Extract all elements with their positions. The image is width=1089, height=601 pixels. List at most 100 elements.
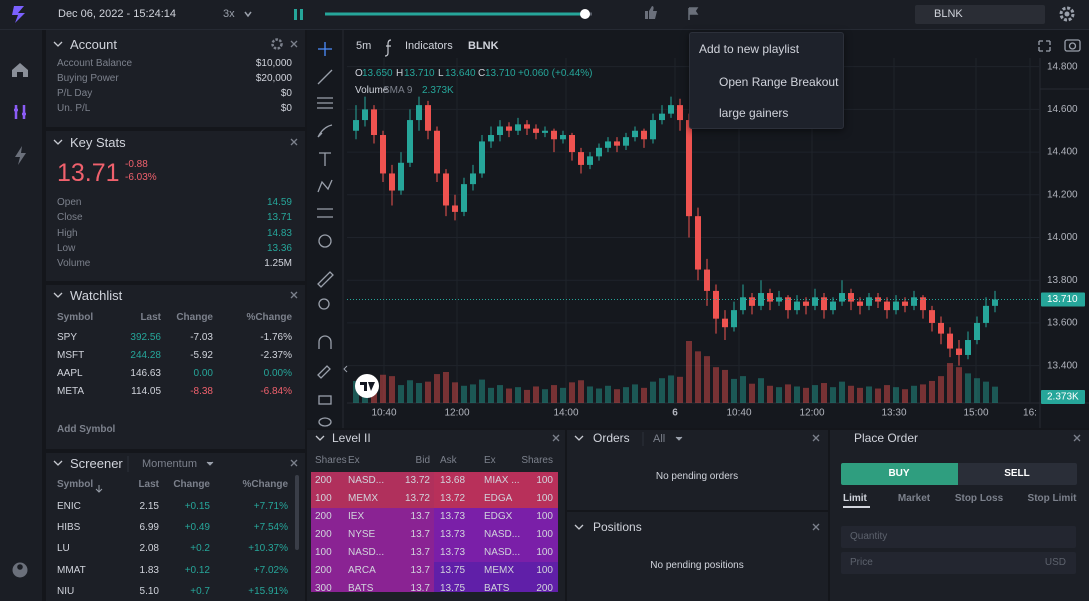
label[interactable]: MMAT xyxy=(57,565,86,576)
interval-button[interactable]: 5m xyxy=(356,39,372,52)
label[interactable]: ENIC xyxy=(57,501,81,512)
app-logo[interactable] xyxy=(12,6,25,23)
close-icon[interactable] xyxy=(812,523,820,531)
input-placeholder: Quantity xyxy=(850,531,888,542)
axes: 14.800 14.600 14.400 14.200 14.000 13.800 13.6… xyxy=(347,61,1085,419)
buy-label[interactable]: BUY xyxy=(888,468,910,479)
trendline-tool[interactable] xyxy=(317,69,333,85)
sort-arrow[interactable] xyxy=(95,485,103,493)
label: -8.38 xyxy=(190,386,213,397)
symbol-search[interactable] xyxy=(915,5,1045,24)
sell-label[interactable]: SELL xyxy=(1004,468,1030,479)
collapse-chevron[interactable] xyxy=(53,292,63,298)
close-icon[interactable] xyxy=(290,459,298,467)
fib-tool[interactable] xyxy=(317,97,333,109)
buy-button[interactable] xyxy=(841,463,958,485)
panel-title: Screener xyxy=(70,455,123,471)
close-icon[interactable] xyxy=(290,291,298,299)
label: High xyxy=(57,228,78,239)
book-cell: NASD... xyxy=(484,547,521,558)
symbol-input[interactable]: BLNK xyxy=(934,7,963,20)
ruler-tool[interactable] xyxy=(317,271,334,288)
close-icon[interactable] xyxy=(1073,434,1081,442)
home-icon[interactable] xyxy=(12,63,28,77)
add-symbol[interactable]: Add Symbol xyxy=(57,424,116,435)
preset-caret[interactable] xyxy=(206,461,214,466)
close-icon[interactable] xyxy=(812,434,820,442)
speed-select[interactable]: 3x xyxy=(223,7,235,20)
collapse-arrow[interactable] xyxy=(343,365,348,373)
collapse-chevron[interactable] xyxy=(315,435,325,441)
volume-bar xyxy=(668,375,674,403)
settings-icon[interactable] xyxy=(1059,6,1075,22)
label[interactable]: MSFT xyxy=(57,350,85,361)
label[interactable]: LU xyxy=(57,543,70,554)
book-cell: 200 xyxy=(536,583,553,592)
crosshair-tool[interactable] xyxy=(318,42,332,56)
collapse-chevron[interactable] xyxy=(574,524,584,530)
measure-tool[interactable] xyxy=(317,208,333,218)
brush-tool[interactable] xyxy=(317,124,333,138)
book-cell: 100 xyxy=(536,511,553,522)
order-type-tab[interactable]: Market xyxy=(897,493,931,504)
indicators-button[interactable]: Indicators xyxy=(405,39,453,52)
eye-tool[interactable] xyxy=(318,417,332,427)
playlist-option[interactable]: Open Range Breakout xyxy=(719,75,839,89)
lock-draw-tool[interactable] xyxy=(317,365,331,379)
label[interactable]: META xyxy=(57,386,85,397)
emoji-tool[interactable] xyxy=(318,234,332,248)
snapshot-icon[interactable] xyxy=(1064,39,1081,52)
user-icon[interactable] xyxy=(12,562,28,578)
sliders-icon[interactable] xyxy=(14,105,26,119)
filter-caret[interactable] xyxy=(675,436,683,441)
zoom-tool[interactable] xyxy=(318,298,330,310)
label: Close xyxy=(57,212,83,223)
quantity-input[interactable] xyxy=(841,526,1076,548)
flag-icon[interactable] xyxy=(688,7,699,20)
price-input[interactable] xyxy=(841,552,1076,574)
label[interactable]: SPY xyxy=(57,332,78,343)
pattern-tool[interactable] xyxy=(317,179,333,193)
preset-select[interactable]: Momentum xyxy=(142,457,198,470)
bolt-icon[interactable] xyxy=(15,146,26,165)
fx-icon[interactable] xyxy=(384,39,392,57)
close-icon[interactable] xyxy=(290,138,298,146)
volume-bar xyxy=(713,367,719,403)
order-type-tab[interactable]: Stop Loss xyxy=(954,493,1004,504)
order-type-tab[interactable]: Stop Limit xyxy=(1027,493,1077,504)
magnet-tool[interactable] xyxy=(318,335,332,349)
label: +0.12 xyxy=(184,565,210,576)
order-type-tab[interactable]: Limit xyxy=(843,493,867,504)
collapse-chevron[interactable] xyxy=(53,139,63,145)
pause-bar[interactable] xyxy=(300,9,303,20)
candle-body xyxy=(434,130,440,174)
close-icon[interactable] xyxy=(290,40,298,48)
close-icon[interactable] xyxy=(552,434,560,442)
candle-body xyxy=(623,137,629,146)
fullscreen-icon[interactable] xyxy=(1038,40,1051,52)
collapse-chevron[interactable] xyxy=(574,435,584,441)
thumbs-up-icon[interactable] xyxy=(645,6,657,19)
label[interactable]: AAPL xyxy=(57,368,83,379)
panel-settings-icon[interactable] xyxy=(271,38,283,50)
label[interactable]: HIBS xyxy=(57,522,81,533)
lock-tool[interactable] xyxy=(318,395,332,405)
collapse-chevron[interactable] xyxy=(53,460,63,466)
pause-bar[interactable] xyxy=(294,9,297,20)
candle-body xyxy=(794,301,800,311)
candle-body xyxy=(371,109,377,136)
sell-button[interactable] xyxy=(958,463,1077,485)
volume-bar xyxy=(704,356,710,403)
collapse-chevron[interactable] xyxy=(53,41,63,47)
label[interactable]: NIU xyxy=(57,586,75,597)
candle-body xyxy=(803,301,809,306)
text-tool[interactable] xyxy=(319,152,331,166)
speed-caret[interactable] xyxy=(244,11,252,18)
book-cell: 200 xyxy=(315,511,332,522)
playlist-option[interactable]: large gainers xyxy=(719,106,789,120)
x-tick-label: 15:00 xyxy=(963,408,988,419)
progress-knob[interactable] xyxy=(580,9,590,19)
candle-body xyxy=(407,120,413,163)
orders-filter[interactable]: All xyxy=(653,432,666,445)
scrollbar[interactable] xyxy=(295,475,299,550)
